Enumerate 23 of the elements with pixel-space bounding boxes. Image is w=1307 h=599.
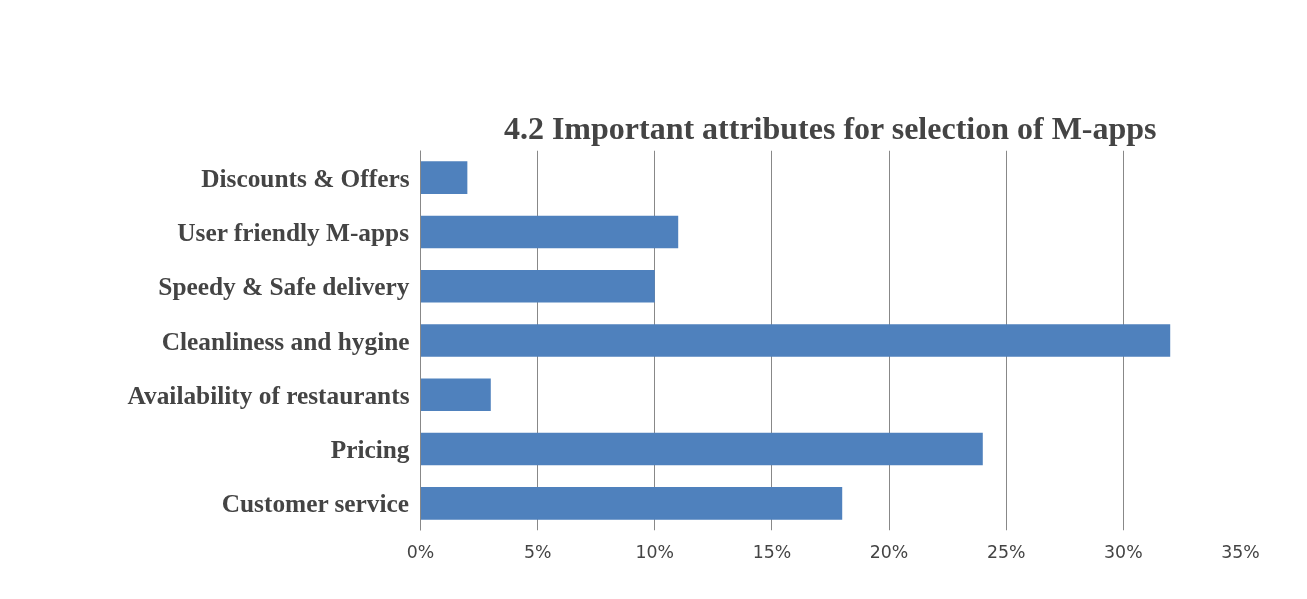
bar <box>420 487 843 520</box>
y-tick-label: Pricing <box>330 435 410 464</box>
x-tick-label: 20% <box>869 541 909 562</box>
bar <box>420 269 655 303</box>
bar <box>420 215 679 249</box>
bar <box>420 161 468 194</box>
x-tick-label: 15% <box>752 541 792 562</box>
x-tick-label: 10% <box>635 541 675 562</box>
x-tick-label: 30% <box>1104 541 1143 562</box>
x-tick-label: 35% <box>1221 541 1260 562</box>
y-tick-label: Speedy & Safe delivery <box>158 272 410 301</box>
x-tick-label: 25% <box>986 541 1026 562</box>
y-tick-label: User friendly M-apps <box>177 217 410 246</box>
bar <box>420 378 491 412</box>
y-tick-label: Customer service <box>221 489 410 518</box>
bar <box>420 324 1171 357</box>
x-tick-label: 0% <box>406 541 435 562</box>
y-tick-label: Availability of restaurants <box>127 380 410 409</box>
bar <box>420 432 983 466</box>
y-tick-label: Cleanliness and hygine <box>161 326 410 355</box>
x-tick-label: 5% <box>523 541 552 562</box>
y-tick-label: Discounts & Offers <box>201 163 410 192</box>
chart-title: 4.2 Important attributes for selection of M-apps <box>503 109 1157 146</box>
